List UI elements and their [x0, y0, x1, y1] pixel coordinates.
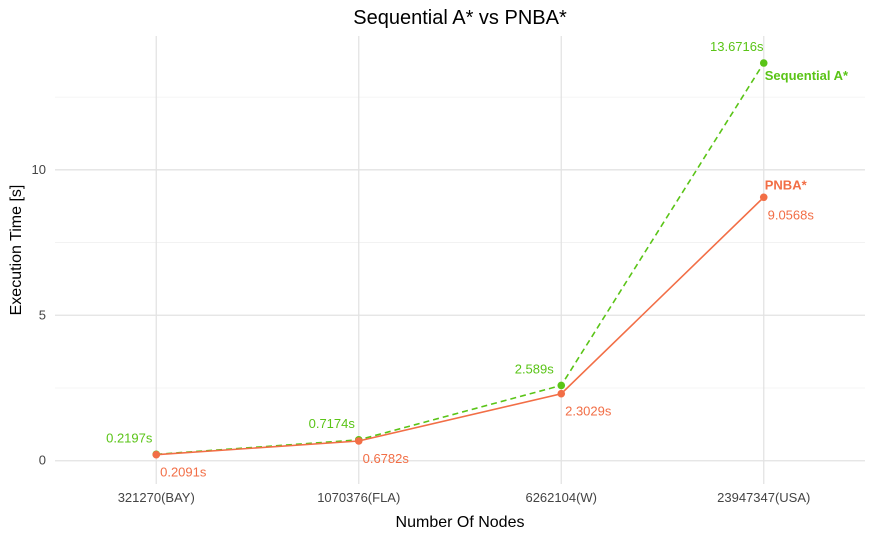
y-tick-label: 5 [39, 307, 46, 322]
data-label: 0.7174s [309, 416, 356, 431]
x-tick-label: 23947347(USA) [717, 490, 810, 505]
series-pnba-star: 0.2091s 0.6782s 2.3029s 9.0568s PNBA* [152, 177, 815, 480]
data-point [557, 389, 566, 398]
data-label: 13.6716s [710, 39, 764, 54]
series-line [156, 196, 765, 456]
x-axis-ticks: 321270(BAY) 1070376(FLA) 6262104(W) 2394734… [118, 490, 811, 505]
series-name-label: PNBA* [765, 177, 808, 192]
x-tick-label: 321270(BAY) [118, 490, 195, 505]
data-point [152, 450, 161, 459]
x-axis-label: Number Of Nodes [396, 514, 525, 531]
y-axis-ticks: 0 5 10 [32, 162, 46, 468]
data-point [759, 193, 768, 202]
grid-lines [55, 36, 865, 484]
x-tick-label: 1070376(FLA) [317, 490, 400, 505]
y-tick-label: 10 [32, 162, 46, 177]
data-label: 0.2197s [106, 430, 153, 445]
data-label: 2.3029s [565, 404, 612, 419]
data-label: 0.6782s [363, 451, 410, 466]
x-tick-label: 6262104(W) [525, 490, 597, 505]
series-name-label: Sequential A* [765, 68, 849, 83]
series-line [156, 62, 765, 456]
data-point [759, 59, 768, 67]
data-point [354, 437, 363, 445]
data-label: 2.589s [515, 361, 555, 376]
y-axis-label: Execution Time [s] [8, 185, 25, 316]
data-label: 9.0568s [768, 207, 815, 222]
y-tick-label: 0 [39, 453, 46, 468]
chart-title: Sequential A* vs PNBA* [353, 7, 567, 29]
data-point [557, 381, 566, 390]
data-label: 0.2091s [160, 465, 207, 480]
